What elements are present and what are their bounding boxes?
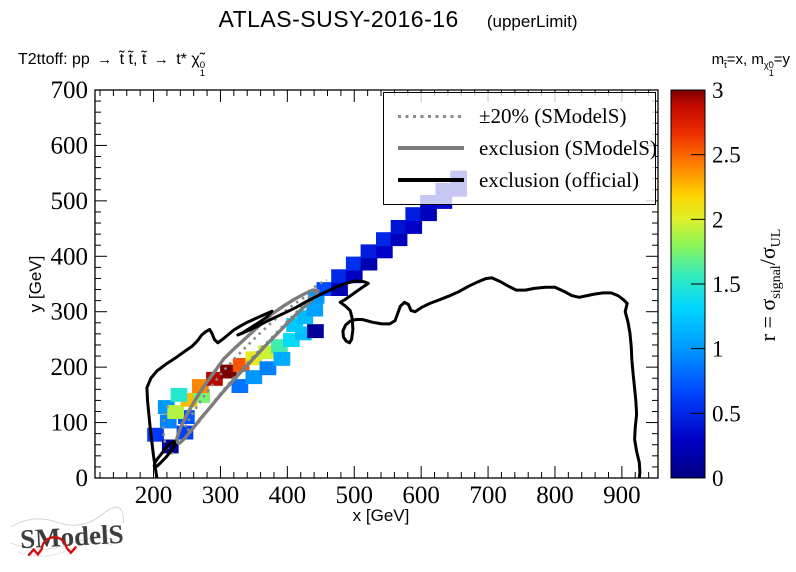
heatmap-cell [231, 379, 249, 393]
y-tick-label: 400 [51, 243, 89, 270]
arrow-glyph: → [153, 51, 169, 68]
heatmap-cell [376, 244, 393, 259]
colorbar-tick-label: 0 [712, 466, 724, 491]
x-tick-label: 200 [135, 482, 173, 509]
colorbar-tick-label: 2.5 [712, 143, 741, 168]
heatmap-cell [345, 256, 363, 271]
solid-gray-line-sample [398, 146, 464, 151]
colorbar-tick-label: 1 [712, 337, 724, 362]
plot-frame [94, 89, 659, 479]
y-tick-label: 0 [76, 465, 89, 492]
heatmap-cell [220, 364, 237, 379]
arrow-glyph: → [97, 51, 113, 68]
heatmap-cell [405, 220, 423, 234]
result-type-label: (upperLimit) [486, 12, 578, 31]
legend-item-pm20: ±20% (SModelS) [398, 104, 651, 129]
dotted-gray-line-sample [398, 115, 464, 119]
y-tick-label: 700 [51, 77, 89, 104]
y-tick-label: 200 [51, 354, 89, 381]
y-axis-title: y [GeV] [26, 255, 45, 313]
solid-black-line-sample [398, 178, 464, 183]
x-axis-title: x [GeV] [352, 506, 410, 525]
x-tick-label: 700 [469, 482, 507, 509]
tick-labels: 200 300 400 500 600 700 800 900 0 100 200 300 400 500… [51, 77, 641, 509]
page-title: ATLAS-SUSY-2016-16 (upperLimit) [0, 6, 796, 33]
heatmap-cell [273, 351, 291, 366]
colorbar-tick-label: 3 [712, 78, 724, 103]
x-tick-label: 900 [603, 482, 641, 509]
y-tick-label: 500 [51, 188, 89, 215]
heatmap-cell [360, 256, 378, 271]
heatmap-cell [360, 244, 378, 259]
x-tick-label: 300 [202, 482, 240, 509]
y-tick-label: 300 [51, 299, 89, 326]
heatmap-cell [307, 324, 324, 339]
colorbar-tick-label: 0.5 [712, 401, 741, 426]
heatmap-cell [170, 387, 188, 402]
y-tick-label: 600 [51, 132, 89, 159]
x-tick-label: 400 [269, 482, 307, 509]
logo-red-squiggle [27, 536, 77, 557]
logo-text: SModelS [19, 519, 124, 554]
heatmap-cell [167, 405, 184, 419]
legend: ±20% (SModelS) exclusion (SModelS) exclu… [383, 92, 657, 205]
official-exclusion-loop [152, 439, 177, 469]
logo-scribble [10, 537, 123, 550]
pm20-contour [313, 278, 328, 289]
heatmap-cell [390, 220, 408, 234]
heatmap-cell [376, 232, 393, 247]
smodels-exclusion-contour [173, 288, 320, 445]
legend-item-official-exclusion: exclusion (official) [398, 168, 651, 193]
logo-scribble [11, 506, 124, 528]
y-tick-label: 100 [51, 410, 89, 437]
neutralino-symbol: χ̃ [763, 60, 769, 70]
x-tick-label: 800 [536, 482, 574, 509]
heatmap-cell [245, 370, 263, 385]
official-exclusion-contour [145, 276, 642, 479]
heatmap-cell [259, 361, 277, 376]
heatmap-cell [316, 282, 334, 296]
heatmap-cell [306, 302, 324, 317]
sigma-symbol: σ [754, 247, 780, 260]
heatmap-cell [331, 269, 348, 284]
process-label: T2ttoff: pp → t̃ t̃, t̃ → t* χ̃ 0 1 [18, 51, 206, 80]
heatmap-cell [390, 232, 408, 247]
heatmap-cells [147, 170, 467, 454]
x-tick-label: 500 [336, 482, 374, 509]
heatmap-cell [405, 207, 423, 222]
sigma-symbol: σ [754, 298, 780, 311]
colorbar-tick-label: 1.5 [712, 272, 741, 297]
x-tick-label: 600 [402, 482, 440, 509]
mass-axes-label: mt̃=x, mχ̃ 0 1 =y [711, 51, 790, 78]
colorbar-title: r = σsignal/σUL [754, 228, 785, 342]
heatmap-cell [420, 207, 437, 222]
colorbar-tick-label: 2 [712, 207, 724, 232]
analysis-title: ATLAS-SUSY-2016-16 [218, 6, 459, 32]
smodels-logo: SModelS [10, 506, 124, 557]
neutralino-symbol: χ̃ [191, 51, 200, 68]
legend-item-smodels-exclusion: exclusion (SModelS) [398, 136, 657, 161]
